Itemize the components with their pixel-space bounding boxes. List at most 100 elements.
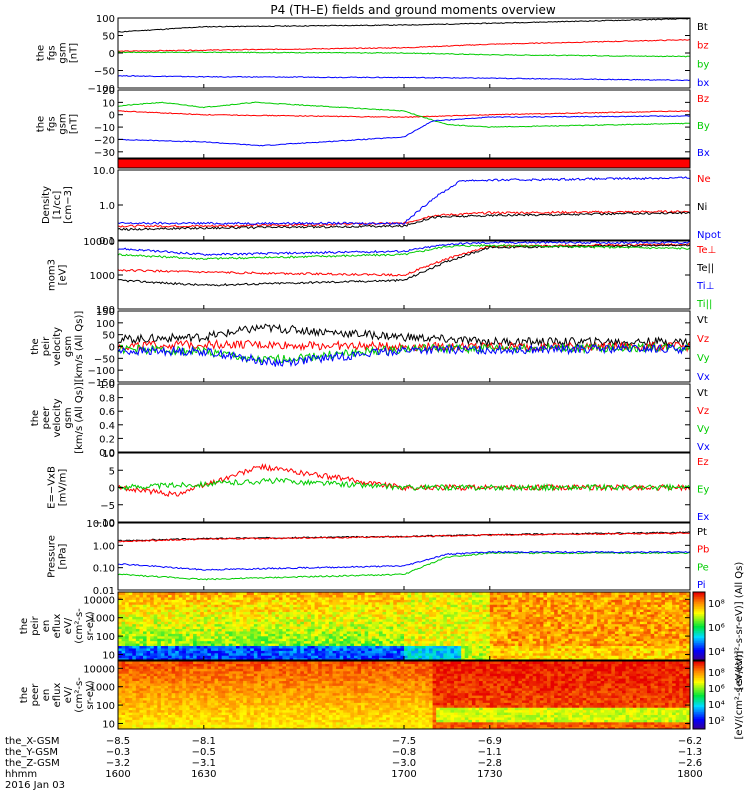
x-row-value: −1.1 [478,747,502,758]
svg-text:the: the [30,410,41,426]
panel-3: Ne Ni Npot 10.0 1.0 0.1 Density [1/cc] [cm−3] [41,166,721,247]
y-tick-label: 10 [102,650,115,661]
legend-entry: Pb [697,545,709,556]
y-axis-label: the peir en eflux eV/(cm²-s-sr-eV) [19,608,96,644]
x-row-value: −6.9 [478,736,502,747]
legend-entry: by [697,59,709,70]
x-row-value: −0.5 [192,747,216,758]
y-tick-label: 0 [109,343,115,354]
series-line-2 [118,51,690,58]
plot-title: P4 (TH–E) fields and ground moments over… [270,3,555,17]
svg-text:peir: peir [30,615,41,635]
x-row-label: the_Z-GSM [5,758,60,769]
legend-entry: Ex [697,512,709,523]
series-group [118,323,690,368]
legend-entry: Bz [697,94,709,105]
legend-entry: Pi [697,580,706,591]
series-line-0 [118,18,690,33]
svg-text:peir: peir [41,336,52,356]
spectrogram [118,661,690,729]
legend: Ne Ni Npot [697,174,721,241]
y-axis-label: Density [1/cc] [cm−3] [41,186,74,224]
series-group [118,531,690,581]
svg-text:[1/cc]: [1/cc] [52,191,63,220]
svg-text:fgs: fgs [47,45,58,60]
x-row-value: −7.5 [392,736,416,747]
y-ticks: 10.00 1.00 0.10 0.01 [86,519,690,597]
y-axis-label: the peir velocity gsm [km/s (All Qs)] [30,311,85,383]
svg-text:eflux: eflux [52,614,63,639]
y-tick-label: 10000 [83,237,115,248]
y-tick-label: 50 [102,32,115,43]
legend-entry: Pt [697,527,707,538]
svg-text:the: the [36,45,47,61]
x-row-value: −0.3 [106,747,130,758]
panel-frame [117,89,691,159]
series-line-2 [118,115,690,147]
y-axis-label: the peer velocity gsm [km/s (All Qs)] [30,382,85,454]
series-line-1 [118,532,690,543]
colorbar-label: [eV/(cm²-s-sr-eV)] (All Qs) [734,562,745,691]
legend: Pt Pb Pe Pi [697,527,709,591]
x-row-label: the_X-GSM [5,736,59,747]
svg-text:gsm: gsm [58,113,69,134]
svg-text:[eV]: [eV] [58,265,69,286]
svg-text:[cm−3]: [cm−3] [63,186,74,224]
series-group [118,176,690,231]
legend: Ez Ey Ex [697,457,709,523]
panel-frame [117,383,691,453]
svg-text:sr-eV): sr-eV) [85,611,96,640]
x-row-value: 1730 [477,769,502,780]
series-group [118,18,690,82]
series-line-1 [118,243,690,287]
spectrogram [118,592,690,660]
y-ticks: 10000 1000 100 [83,237,690,316]
series-line-0 [118,110,690,119]
y-tick-label: 10 [102,98,115,109]
y-axis-label: the peer en eflux eV/(cm²-s-sr-eV) [19,677,96,713]
y-tick-label: 20 [102,86,115,97]
x-row-value: −3.2 [106,758,130,769]
svg-text:E=−VxB: E=−VxB [47,466,58,509]
y-tick-label: 1000 [90,614,115,625]
status-bar [118,159,690,168]
y-tick-label: −30 [94,148,115,159]
panel-6: Vt Vz Vy Vx 1.0 0.8 0.6 0.4 0.2 0.0 the peer velocit… [30,380,710,459]
legend-entry: Bx [697,148,710,159]
y-tick-label: 0.8 [99,394,115,405]
y-tick-label: 5 [109,466,115,477]
y-tick-label: 10 [102,449,115,460]
legend-entry: Vz [697,406,709,417]
colorbar-tick-label: 10⁶ [708,684,725,695]
svg-text:en: en [41,620,52,633]
series-line-0 [118,323,690,348]
y-tick-label: 0 [109,111,115,122]
y-tick-label: 1000 [90,271,115,282]
y-tick-label: 100 [96,319,115,330]
y-tick-label: −150 [88,378,115,389]
svg-text:mom3: mom3 [47,259,58,291]
series-line-0 [118,463,690,498]
y-tick-label: 0.10 [93,564,115,575]
y-ticks: 10.0 1.0 0.1 [93,166,690,247]
svg-text:gsm: gsm [63,407,74,428]
series-line-2 [118,241,690,256]
legend: Bt bz by bx [697,22,709,89]
y-axis-label: E=−VxB [mV/m] [47,466,69,509]
x-row-value: −1.3 [678,747,702,758]
y-tick-label: 50 [102,331,115,342]
series-line-1 [118,38,690,53]
y-axis-label: the fgs gsm [nT] [36,42,80,63]
legend: Vt Vz Vy Vx [697,388,710,453]
y-ticks: 10 5 0 −5 −10 [94,449,690,529]
y-axis-label: Pressure [nPa] [47,535,69,578]
x-row-value: 1700 [391,769,416,780]
x-row-value: −0.8 [392,747,416,758]
y-tick-label: −5 [100,501,115,512]
x-row-value: 1600 [105,769,130,780]
y-tick-label: 0.6 [99,407,115,418]
colorbar: 10⁸ 10⁶ 10⁴ [eV/(cm²-s-sr-eV)] (All Qs) [692,562,745,691]
